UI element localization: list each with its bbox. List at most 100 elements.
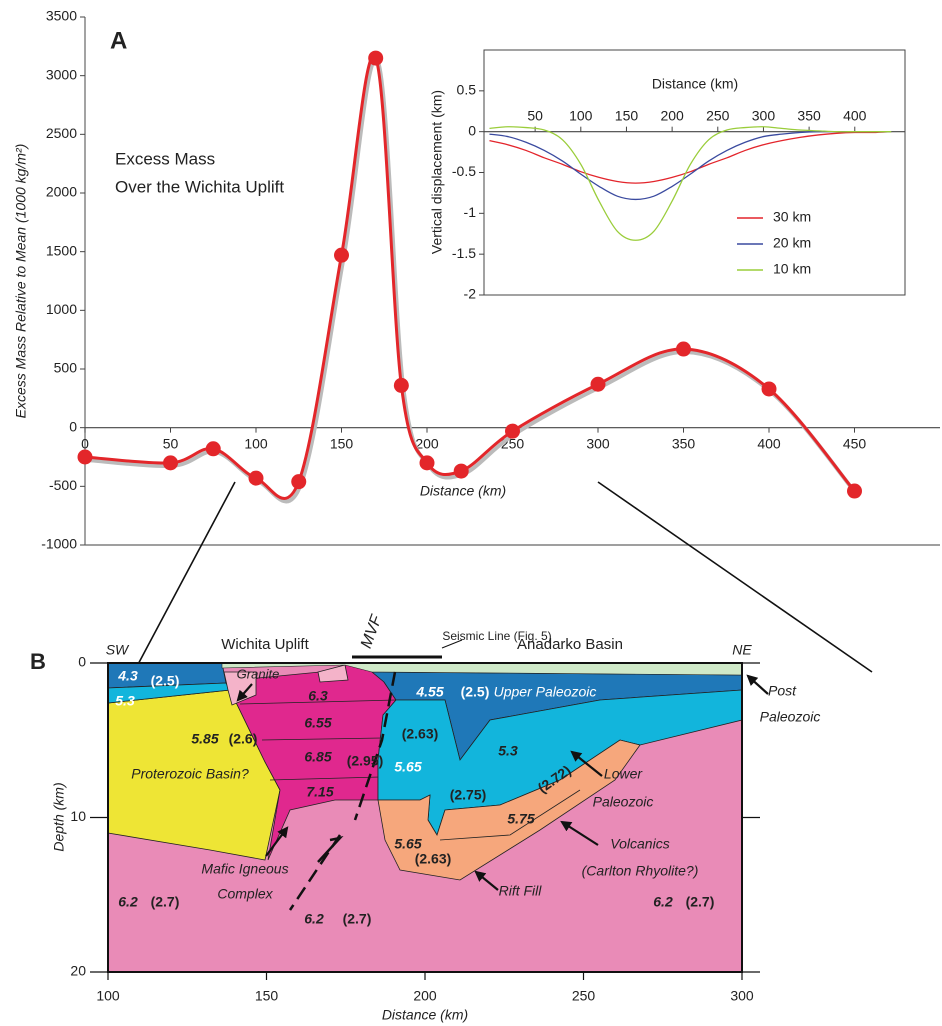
y-tick-label: -500 — [49, 477, 77, 493]
granite — [317, 664, 349, 683]
annotation: Excess Mass — [115, 149, 215, 168]
rock-label: (2.63) — [402, 726, 439, 742]
connector — [597, 481, 873, 673]
fault-label: MVF — [358, 612, 386, 651]
legend-label: 20 km — [773, 235, 811, 251]
x-tick-label: 300 — [752, 107, 776, 123]
rock-label: 5.65 — [394, 759, 421, 775]
rock-label: Upper Paleozoic — [494, 684, 597, 700]
y-tick-label: 1500 — [46, 242, 77, 258]
point — [590, 376, 606, 392]
arrow — [236, 683, 253, 702]
rock-label: 5.3 — [498, 743, 518, 759]
y-tick-label: -0.5 — [452, 163, 476, 179]
rock-label: (2.5) — [151, 673, 180, 689]
x-tick-label: 150 — [255, 988, 279, 1004]
x-tick-label: 250 — [572, 988, 596, 1004]
x-tick-label: 150 — [330, 435, 354, 451]
y-tick-label: 10 — [70, 808, 86, 824]
x-tick-label: 50 — [527, 107, 543, 123]
line — [489, 131, 892, 184]
inset-frame — [483, 49, 906, 296]
fault-arrow — [317, 836, 344, 863]
x-tick-label: 350 — [797, 107, 821, 123]
arrow — [570, 750, 603, 777]
point — [291, 474, 307, 490]
rock-label: Post — [768, 683, 797, 699]
y-tick-label: 500 — [54, 360, 78, 376]
point — [505, 423, 520, 439]
rock-label: 5.3 — [115, 693, 135, 709]
legend-label: 30 km — [773, 209, 811, 225]
rock-label: Rift Fill — [499, 883, 543, 899]
y-tick-label: 3000 — [46, 66, 77, 82]
y-tick-label: -2 — [464, 286, 477, 302]
x-tick-label: 250 — [706, 107, 730, 123]
y-tick-label: 2500 — [46, 125, 77, 141]
x-axis-label: Distance (km) — [420, 483, 506, 499]
x-tick-label: 200 — [415, 435, 439, 451]
rock-label: Proterozoic Basin? — [131, 766, 249, 782]
rock-label: (2.95) — [347, 753, 384, 769]
y-tick-label: 0 — [69, 418, 77, 434]
point — [453, 463, 469, 479]
rock-label: (2.63) — [415, 851, 452, 867]
x-tick-label: 300 — [586, 435, 610, 451]
x-tick-label: 100 — [96, 988, 120, 1004]
rock-label: Granite — [237, 666, 280, 681]
cross-section: B SW NE Wichita Uplift Anadarko Basin MV… — [30, 612, 820, 1023]
rock-label: 5.75 — [507, 811, 534, 827]
rock-label: (2.7) — [343, 911, 372, 927]
rock-label: (2.7) — [686, 894, 715, 910]
y-tick-label: 20 — [70, 963, 86, 979]
point — [419, 455, 435, 471]
panel-label: A — [110, 27, 127, 54]
y-tick-label: 0 — [468, 122, 476, 138]
line — [489, 126, 892, 241]
x-tick-label: 50 — [163, 435, 179, 451]
rock-label: Paleozoic — [593, 794, 654, 810]
y-tick-label: 1000 — [46, 301, 77, 317]
contact — [439, 789, 581, 841]
x-tick-label: 200 — [660, 107, 684, 123]
y-tick-label: 0 — [78, 654, 86, 670]
rock-label: 7.15 — [306, 784, 333, 800]
x-tick-label: 450 — [843, 435, 867, 451]
rock-label: Complex — [217, 886, 273, 902]
x-tick-label: 400 — [843, 107, 867, 123]
x-axis-label: Distance (km) — [652, 76, 738, 92]
point — [334, 247, 349, 263]
x-tick-label: 200 — [413, 988, 437, 1004]
seismic-label: Seismic Line (Fig. 5) — [442, 629, 551, 643]
rock-label: (2.75) — [450, 787, 487, 803]
y-tick-label: -1 — [464, 204, 477, 220]
rock-label: Lower — [604, 766, 643, 782]
y-axis-label: Depth (km) — [51, 782, 67, 851]
point — [676, 341, 691, 357]
legend-label: 10 km — [773, 261, 811, 277]
region-title: Anadarko Basin — [517, 636, 623, 653]
point — [205, 441, 221, 457]
x-tick-label: 100 — [244, 435, 268, 451]
rock-label: 4.3 — [117, 668, 138, 684]
rock-label: (Carlton Rhyolite?) — [582, 863, 699, 879]
x-axis-label: Distance (km) — [382, 1007, 468, 1023]
direction: SW — [106, 642, 130, 658]
rock-label: 6.2 — [304, 911, 324, 927]
point — [847, 483, 862, 499]
frame — [107, 662, 743, 973]
x-tick-label: 300 — [730, 988, 754, 1004]
x-tick-label: 350 — [672, 435, 696, 451]
leader — [441, 639, 463, 649]
arrow — [746, 674, 769, 695]
arrow — [265, 826, 289, 857]
rift-fill — [377, 739, 641, 881]
y-tick-label: 2000 — [46, 184, 77, 200]
point — [248, 470, 264, 486]
contact — [269, 776, 381, 781]
x-tick-label: 400 — [757, 435, 781, 451]
point — [761, 381, 777, 397]
rock-label: 6.2 — [653, 894, 673, 910]
x-tick-label: 100 — [569, 107, 593, 123]
